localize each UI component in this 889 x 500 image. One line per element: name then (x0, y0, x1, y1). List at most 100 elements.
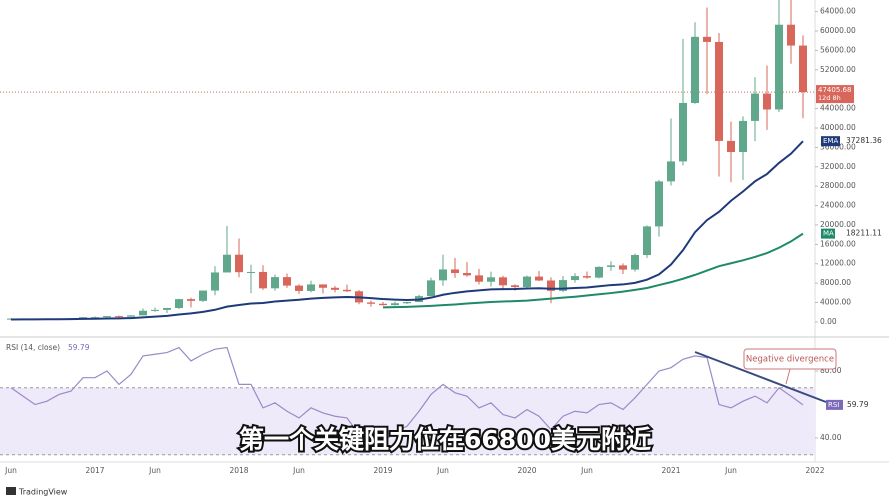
last-price-box (816, 85, 854, 104)
candle-body (223, 254, 231, 273)
candle-body (619, 265, 627, 270)
candle-body (739, 120, 747, 153)
candle-body (523, 276, 531, 288)
brand: TradingView (18, 488, 68, 497)
rsi-band (0, 387, 815, 455)
rsi-tick-label: 40.00 (820, 433, 842, 442)
candle-body (307, 284, 315, 291)
candle-body (583, 276, 591, 278)
y-tick-label: 28000.00 (820, 181, 856, 190)
y-tick-label: 32000.00 (820, 162, 856, 171)
candle-body (319, 284, 327, 288)
x-tick-label: 2017 (85, 466, 104, 475)
rsi-value: 59.79 (847, 400, 869, 409)
y-tick-label: 20000.00 (820, 220, 856, 229)
series-name: MA (823, 230, 834, 238)
series-name-box (821, 228, 835, 239)
candle-body (115, 316, 123, 318)
candle-body (727, 140, 735, 153)
candle-body (439, 269, 447, 281)
candle-body (799, 45, 807, 93)
candle-body (235, 254, 243, 273)
annotation-pointer (785, 368, 791, 385)
rsi-tick-label: 80.00 (820, 366, 842, 375)
y-tick-label: 36000.00 (820, 142, 856, 151)
x-tick-label: Jun (4, 466, 17, 475)
y-tick-label: 4000.00 (820, 298, 851, 307)
candle-body (127, 315, 135, 317)
candle-body (331, 287, 339, 290)
candle-body (499, 277, 507, 286)
y-tick-label: 12000.00 (820, 259, 856, 268)
last-price-label: 47405.68 (818, 86, 851, 94)
y-tick-label: 16000.00 (820, 239, 856, 248)
candle-body (379, 303, 387, 306)
x-tick-label: Jun (724, 466, 737, 475)
subtitle: 第一个关键阻力位在66800美元附近 (239, 425, 651, 454)
candle-body (631, 255, 639, 270)
x-tick-label: 2021 (661, 466, 680, 475)
divergence-line (694, 351, 827, 403)
y-tick-label: 8000.00 (820, 278, 851, 287)
candle-body (787, 24, 795, 46)
candle-body (679, 102, 687, 162)
candle-body (367, 302, 375, 304)
candle-body (187, 299, 195, 301)
series-value: 37281.36 (846, 136, 882, 145)
candle-body (403, 302, 411, 304)
annotation: Negative divergence (746, 355, 834, 365)
candle-body (667, 161, 675, 182)
candle-body (259, 271, 267, 289)
y-tick-label: 56000.00 (820, 45, 856, 54)
candle-body (643, 226, 651, 256)
rsi-name: RSI (828, 401, 839, 409)
candle-body (703, 36, 711, 42)
candle-body (571, 276, 579, 281)
candle-body (511, 285, 519, 288)
candle-body (763, 93, 771, 110)
candle-body (247, 271, 255, 273)
candle-body (175, 299, 183, 308)
candle-body (103, 316, 111, 318)
candle-body (451, 269, 459, 274)
y-tick-label: 24000.00 (820, 201, 856, 210)
candle-body (487, 277, 495, 282)
brand-logo (6, 487, 16, 495)
x-tick-label: Jun (436, 466, 449, 475)
rsi-legend: RSI (14, close) (6, 343, 60, 352)
rsi-legend-value: 59.79 (68, 343, 90, 352)
rsi-name-box (826, 399, 843, 410)
y-tick-label: 40000.00 (820, 123, 856, 132)
candle-body (535, 276, 543, 281)
candle-body (775, 24, 783, 110)
candle-body (391, 303, 399, 306)
rsi-line (10, 346, 804, 444)
candle-body (463, 273, 471, 276)
candle-body (163, 307, 171, 310)
x-tick-label: 2022 (805, 466, 824, 475)
marks: 0.00 4000.00 8000.00 12000.00 16000.00 20000.… (0, 0, 882, 475)
candle-body (607, 265, 615, 267)
annotation-box (743, 348, 837, 370)
candle-body (91, 317, 99, 319)
candle-body (199, 290, 207, 301)
x-tick-label: 2020 (517, 466, 536, 475)
y-tick-label: 44000.00 (820, 104, 856, 113)
candle-body (295, 285, 303, 291)
candle-body (691, 36, 699, 103)
x-tick-label: Jun (292, 466, 305, 475)
y-tick-label: 60000.00 (820, 26, 856, 35)
candle-body (547, 280, 555, 291)
candle-body (559, 280, 567, 291)
x-tick-label: 2018 (229, 466, 248, 475)
candle-body (79, 317, 87, 319)
candle-body (655, 181, 663, 227)
x-tick-label: Jun (580, 466, 593, 475)
candle-body (595, 266, 603, 278)
x-tick-label: Jun (148, 466, 161, 475)
series-value: 18211.11 (846, 229, 882, 238)
x-tick-label: 2019 (373, 466, 392, 475)
indicator-line (10, 140, 804, 321)
series-name: EMA (823, 137, 838, 145)
